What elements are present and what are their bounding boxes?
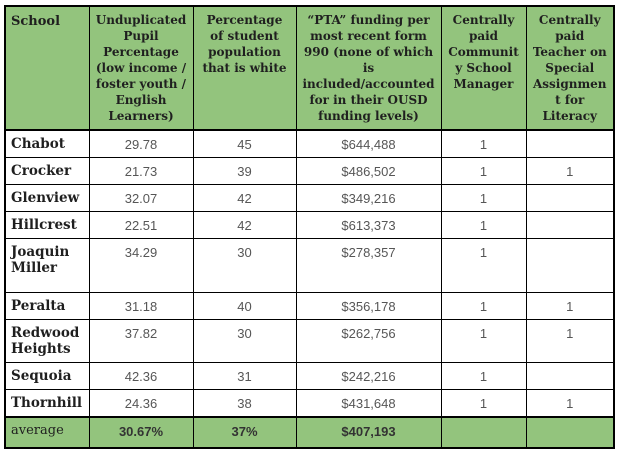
pta-funding-cell: $349,216	[295, 183, 442, 212]
table-row: Hillcrest 22.51 42 $613,373 1	[4, 210, 615, 239]
csm-cell: 1	[440, 362, 527, 391]
column-header-school: School	[4, 5, 90, 131]
average-pupil-pct-cell: 30.67%	[88, 416, 194, 449]
table-row: Crocker 21.73 39 $486,502 1 1	[4, 156, 615, 185]
white-pct-cell: 45	[192, 129, 297, 158]
white-pct-cell: 30	[192, 318, 297, 364]
pupil-pct-cell: 37.82	[88, 318, 194, 364]
pupil-pct-cell: 32.07	[88, 183, 194, 212]
pupil-pct-cell: 24.36	[88, 389, 194, 418]
school-funding-table: School Unduplicated Pupil Percentage (lo…	[4, 5, 615, 449]
pta-funding-cell: $486,502	[295, 156, 442, 185]
csm-cell: 1	[440, 210, 527, 239]
school-name-cell: Sequoia	[4, 362, 90, 391]
tsa-cell	[525, 183, 615, 212]
table-row: Thornhill 24.36 38 $431,648 1 1	[4, 389, 615, 418]
table-row: Peralta 31.18 40 $356,178 1 1	[4, 291, 615, 320]
average-row: average 30.67% 37% $407,193	[4, 416, 615, 449]
pupil-pct-cell: 42.36	[88, 362, 194, 391]
pta-funding-cell: $356,178	[295, 291, 442, 320]
school-name-cell: Chabot	[4, 129, 90, 158]
pupil-pct-cell: 34.29	[88, 237, 194, 293]
tsa-cell	[525, 362, 615, 391]
column-header-teacher-special-assignment: Centrally paid Teacher on Special Assign…	[525, 5, 615, 131]
white-pct-cell: 42	[192, 183, 297, 212]
pta-funding-cell: $262,756	[295, 318, 442, 364]
tsa-cell	[525, 129, 615, 158]
csm-cell: 1	[440, 318, 527, 364]
tsa-cell: 1	[525, 156, 615, 185]
csm-cell: 1	[440, 183, 527, 212]
school-name-cell: Hillcrest	[4, 210, 90, 239]
csm-cell: 1	[440, 291, 527, 320]
csm-cell: 1	[440, 156, 527, 185]
white-pct-cell: 38	[192, 389, 297, 418]
tsa-cell: 1	[525, 318, 615, 364]
csm-cell: 1	[440, 389, 527, 418]
tsa-cell: 1	[525, 389, 615, 418]
pta-funding-cell: $644,488	[295, 129, 442, 158]
average-csm-cell	[440, 416, 527, 449]
pta-funding-cell: $278,357	[295, 237, 442, 293]
column-header-percent-white: Percentage of student population that is…	[192, 5, 297, 131]
table-row: Chabot 29.78 45 $644,488 1	[4, 129, 615, 158]
pta-funding-cell: $242,216	[295, 362, 442, 391]
school-name-cell: Peralta	[4, 291, 90, 320]
pta-funding-cell: $431,648	[295, 389, 442, 418]
table-row: Joaquin Miller 34.29 30 $278,357 1	[4, 237, 615, 293]
average-white-pct-cell: 37%	[192, 416, 297, 449]
csm-cell: 1	[440, 129, 527, 158]
pupil-pct-cell: 21.73	[88, 156, 194, 185]
white-pct-cell: 40	[192, 291, 297, 320]
table-row: Sequoia 42.36 31 $242,216 1	[4, 362, 615, 391]
pupil-pct-cell: 22.51	[88, 210, 194, 239]
school-name-cell: Thornhill	[4, 389, 90, 418]
school-name-cell: Redwood Heights	[4, 318, 90, 364]
average-pta-funding-cell: $407,193	[295, 416, 442, 449]
white-pct-cell: 42	[192, 210, 297, 239]
tsa-cell: 1	[525, 291, 615, 320]
pupil-pct-cell: 31.18	[88, 291, 194, 320]
school-name-cell: Joaquin Miller	[4, 237, 90, 293]
average-tsa-cell	[525, 416, 615, 449]
school-name-cell: Crocker	[4, 156, 90, 185]
pta-funding-cell: $613,373	[295, 210, 442, 239]
table-row: Glenview 32.07 42 $349,216 1	[4, 183, 615, 212]
white-pct-cell: 31	[192, 362, 297, 391]
pupil-pct-cell: 29.78	[88, 129, 194, 158]
column-header-community-school-manager: Centrally paid Community School Manager	[440, 5, 527, 131]
average-label-cell: average	[4, 416, 90, 449]
csm-cell: 1	[440, 237, 527, 293]
header-row: School Unduplicated Pupil Percentage (lo…	[4, 5, 615, 131]
column-header-unduplicated-pupil-percentage: Unduplicated Pupil Percentage (low incom…	[88, 5, 194, 131]
table-row: Redwood Heights 37.82 30 $262,756 1 1	[4, 318, 615, 364]
column-header-pta-funding: “PTA” funding per most recent form 990 (…	[295, 5, 442, 131]
tsa-cell	[525, 237, 615, 293]
white-pct-cell: 30	[192, 237, 297, 293]
school-name-cell: Glenview	[4, 183, 90, 212]
tsa-cell	[525, 210, 615, 239]
white-pct-cell: 39	[192, 156, 297, 185]
